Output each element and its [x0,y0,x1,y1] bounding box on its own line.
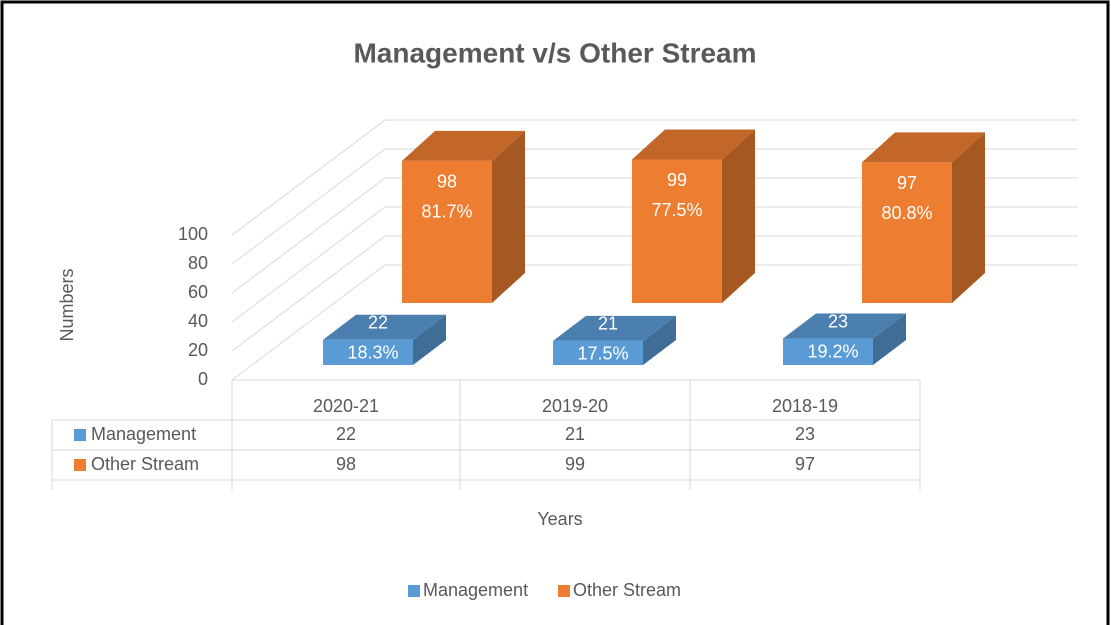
y-tick-label: 80 [188,253,208,273]
bar-side [873,313,906,365]
y-axis-label: Numbers [57,268,77,341]
bar-top [632,129,755,160]
data-label-percent: 81.7% [421,202,472,222]
data-label: 22 [368,312,388,332]
data-label-percent: 80.8% [881,203,932,223]
bar-top [783,313,906,339]
bar-side [952,132,985,303]
bar-top [862,132,985,163]
legend-key [558,585,570,597]
bar-side [413,314,446,365]
chart-title: Management v/s Other Stream [353,37,756,68]
legend-key [408,585,420,597]
bar [323,339,413,365]
bar-side [722,129,755,303]
x-tick-label: 2018-19 [772,396,838,416]
grid-line [231,264,1078,381]
bar [862,162,952,303]
bar-top [323,314,446,340]
grid-line [231,206,1078,323]
x-axis-label: Years [537,509,582,529]
table-legend-key [74,459,86,471]
table-row-label: Other Stream [91,454,199,474]
data-label-percent: 19.2% [807,341,858,361]
bar-top [402,130,525,161]
data-label-percent: 18.3% [347,342,398,362]
data-label: 21 [598,314,618,334]
legend-label: Management [423,580,528,600]
y-tick-label: 40 [188,311,208,331]
table-cell: 22 [336,424,356,444]
bar [783,338,873,365]
bar-side [492,130,525,303]
table-cell: 21 [565,424,585,444]
y-tick-label: 60 [188,282,208,302]
bar-top [553,315,676,341]
data-label-percent: 77.5% [651,200,702,220]
x-tick-label: 2020-21 [313,396,379,416]
bar [553,340,643,365]
data-label: 99 [667,170,687,190]
data-label: 23 [828,311,848,331]
data-label-percent: 17.5% [577,344,628,364]
grid-line [231,235,1078,352]
bar-side [643,315,676,365]
data-label: 98 [437,172,457,192]
table-cell: 98 [336,454,356,474]
table-cell: 23 [795,424,815,444]
table-legend-key [74,429,86,441]
table-cell: 97 [795,454,815,474]
legend-label: Other Stream [573,580,681,600]
grid-line [231,148,1078,265]
grid-line [231,177,1078,294]
table-row-label: Management [91,424,196,444]
bar [632,159,722,303]
y-tick-label: 20 [188,340,208,360]
bar [402,160,492,303]
x-tick-label: 2019-20 [542,396,608,416]
grid-line [231,119,1078,236]
table-cell: 99 [565,454,585,474]
data-label: 97 [897,173,917,193]
y-tick-label: 0 [198,369,208,389]
y-tick-label: 100 [178,224,208,244]
